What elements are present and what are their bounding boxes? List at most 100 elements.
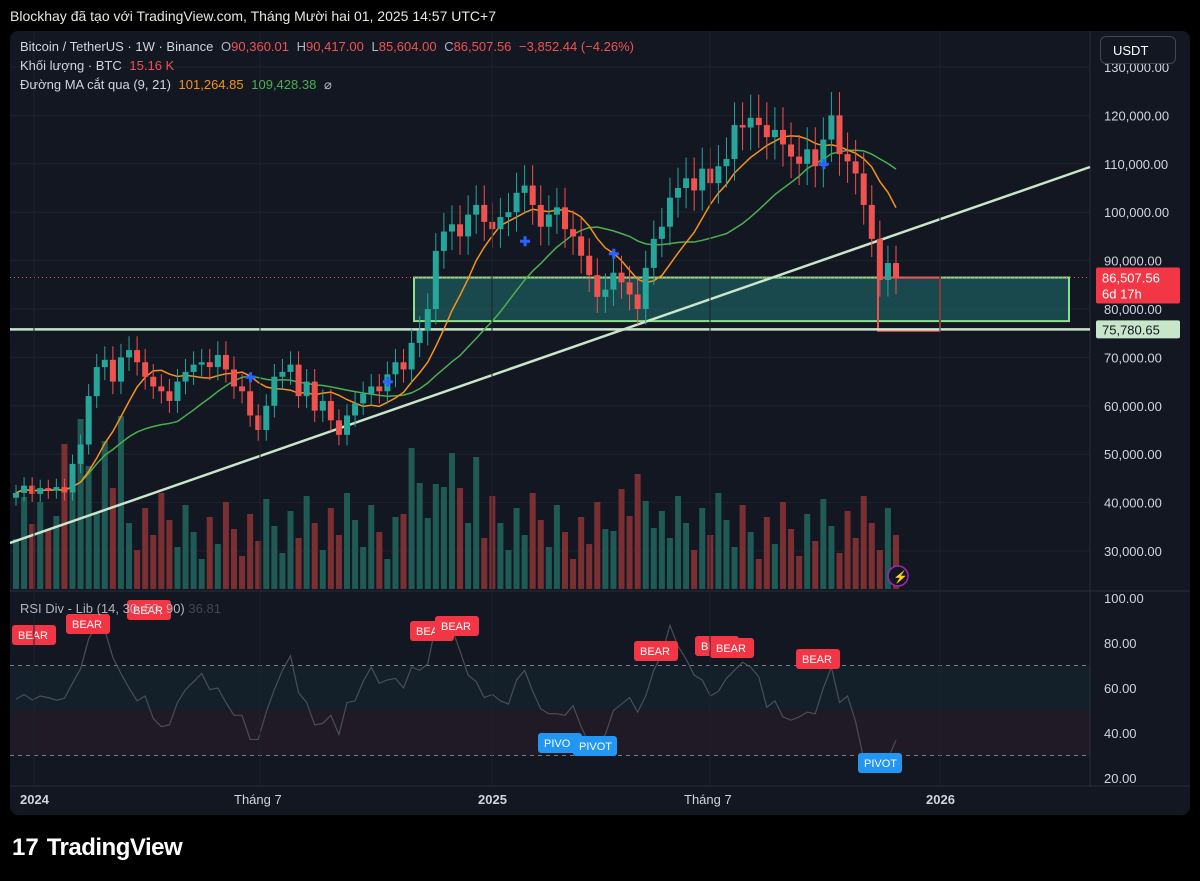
candle-body — [247, 391, 254, 416]
last-price-tag — [1096, 267, 1180, 304]
volume-bar — [400, 514, 407, 589]
volume-bar — [263, 499, 270, 589]
candle-body — [812, 149, 819, 167]
volume-bar — [570, 559, 577, 589]
volume-bar — [465, 523, 472, 589]
volume-bar — [658, 511, 665, 589]
bear-tag: BEAR — [133, 605, 163, 617]
volume-bar — [529, 493, 536, 589]
candle-body — [796, 156, 803, 164]
candle-body — [529, 185, 536, 205]
volume-bar — [804, 514, 811, 589]
rsi-legend[interactable]: RSI Div - Lib (14, 30, 50, 90) 36.81 — [20, 601, 221, 616]
candle-body — [335, 420, 342, 435]
volume-bar — [190, 532, 197, 589]
bear-tag-bg — [796, 649, 840, 669]
candle-body — [505, 212, 512, 218]
candle-body — [473, 204, 480, 215]
open-label: O — [221, 39, 232, 54]
time-axis-label: Tháng 7 — [234, 792, 282, 807]
volume-bar — [553, 505, 560, 589]
volume-bar — [812, 541, 819, 589]
rsi-axis-label: 20.00 — [1104, 771, 1137, 786]
candle-body — [182, 371, 189, 382]
volume-bar — [505, 550, 512, 589]
volume-bar — [109, 488, 116, 589]
candle-body — [271, 376, 278, 406]
candle-body — [150, 376, 157, 387]
volume-bar — [166, 520, 173, 589]
volume-bar — [691, 550, 698, 589]
volume-bar — [860, 496, 867, 589]
volume-bar — [642, 501, 649, 589]
candle-body — [255, 415, 262, 430]
candle-body — [206, 362, 213, 368]
demand-zone — [413, 276, 1070, 323]
volume-legend[interactable]: Khối lượng · BTC 15.16 K — [20, 58, 178, 73]
volume-bar — [497, 523, 504, 589]
candle-body — [537, 204, 544, 227]
currency-button[interactable]: USDT — [1100, 36, 1176, 64]
candle-body — [715, 166, 722, 184]
candle-body — [602, 289, 609, 297]
bear-tag-bg — [66, 614, 110, 634]
candle-body — [190, 364, 197, 372]
bear-tag-bg — [634, 641, 678, 661]
candle-body — [828, 115, 835, 140]
candle-body — [13, 492, 19, 498]
candle-body — [860, 173, 867, 205]
candle-body — [392, 362, 399, 375]
volume-bar — [13, 539, 19, 589]
candle-body — [303, 381, 310, 397]
price-axis-label: 80,000.00 — [1104, 302, 1162, 317]
volume-bar — [117, 416, 124, 589]
candle-body — [763, 125, 770, 138]
volume-bar — [408, 448, 415, 589]
chart-panel[interactable]: ✚ ✚ ✚ ✚ ✚ 130,000.00 120,000.00 110,000.00 100,0… — [10, 31, 1190, 815]
candle-body — [586, 255, 593, 276]
price-axis-label: 120,000.00 — [1104, 108, 1169, 123]
tradingview-brand: 17 TradingView — [12, 834, 183, 862]
volume-label: Khối lượng · BTC — [20, 58, 122, 73]
volume-bar — [755, 559, 762, 589]
pivot-tag-bg — [538, 733, 582, 753]
volume-bar — [344, 493, 351, 589]
volume-bar — [279, 553, 286, 589]
cross-signal-icon: ✚ — [245, 370, 256, 385]
volume-bar — [287, 511, 294, 589]
candle-body — [287, 364, 294, 372]
volume-bar — [230, 529, 237, 589]
volume-bar — [335, 535, 342, 589]
volume-bar — [788, 529, 795, 589]
volume-bar — [876, 550, 883, 589]
volume-bar — [61, 444, 68, 589]
candle-body — [424, 309, 431, 331]
bear-tag-bg — [710, 638, 754, 658]
ma-fast-value: 101,264.85 — [178, 77, 244, 92]
time-axis-label: 2026 — [926, 792, 955, 807]
volume-bar — [747, 532, 754, 589]
candle-body — [731, 125, 738, 159]
candle-body — [295, 364, 302, 397]
volume-bar — [432, 484, 439, 589]
candle-body — [658, 226, 665, 239]
ma-visibility-icon[interactable]: ⌀ — [323, 77, 332, 92]
candle-body — [93, 367, 100, 397]
candle-body — [101, 359, 108, 368]
rsi-upper-band — [10, 665, 1090, 711]
candle-body — [384, 374, 391, 392]
chart-canvas[interactable]: ✚ ✚✚✚✚130,000.00120,000.00110,000.00100,0… — [10, 31, 1190, 815]
price-axis-label: 70,000.00 — [1104, 350, 1162, 365]
ma-legend[interactable]: Đường MA cắt qua (9, 21) 101,264.85 109,… — [20, 77, 336, 93]
symbol-label[interactable]: Bitcoin / TetherUS · 1W · Binance — [20, 39, 214, 54]
rsi-axis-label: 80.00 — [1104, 636, 1137, 651]
candle-body — [594, 275, 601, 297]
candle-body — [804, 149, 811, 164]
pivot-tag-bg — [573, 736, 617, 756]
volume-bar — [634, 474, 641, 589]
candle-body — [448, 224, 455, 232]
volume-bar — [384, 559, 391, 589]
price-axis-label: 110,000.00 — [1104, 157, 1168, 172]
candle-body — [747, 117, 754, 128]
volume-bar — [779, 502, 786, 589]
